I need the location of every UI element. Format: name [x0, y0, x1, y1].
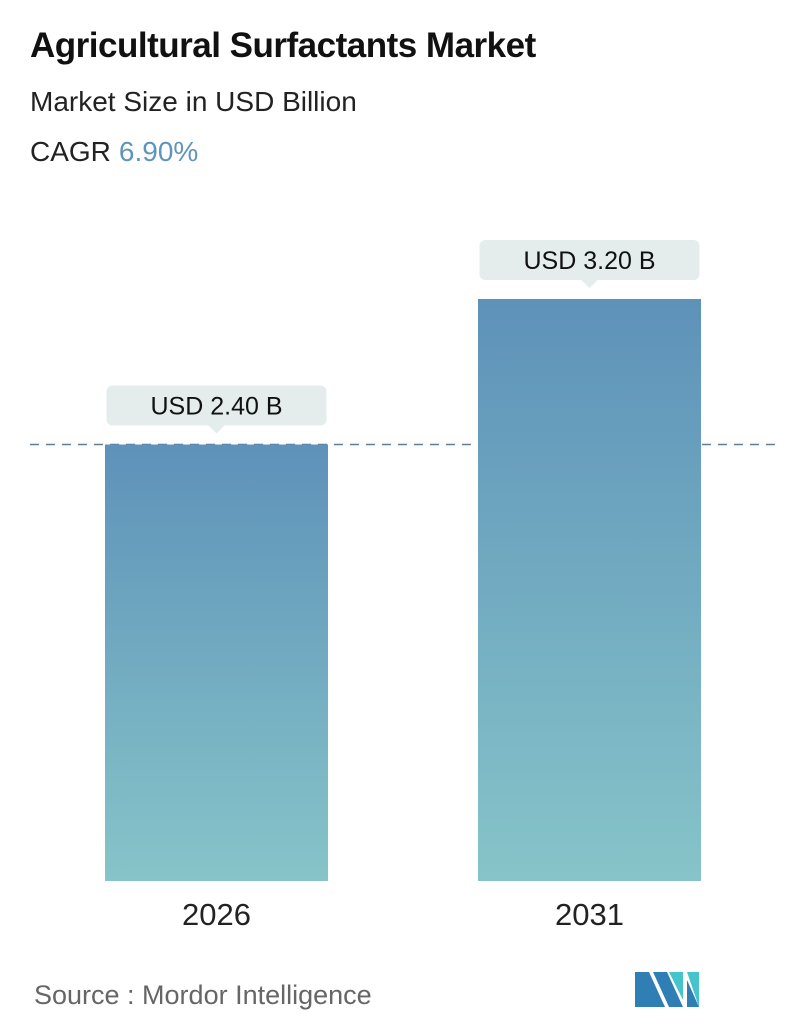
bar-2031: [478, 299, 701, 881]
data-label-pointer: [208, 425, 225, 434]
data-label: USD 3.20 B: [523, 247, 655, 275]
cagr: CAGR 6.90%: [30, 136, 198, 168]
cagr-label: CAGR: [30, 136, 111, 167]
bar-2026: [105, 444, 328, 881]
chart-subtitle: Market Size in USD Billion: [30, 86, 357, 117]
data-label: USD 2.40 B: [150, 393, 282, 421]
data-label-pointer: [581, 280, 598, 288]
x-tick-label: 2026: [182, 897, 251, 932]
mordor-logo: [635, 972, 699, 1007]
source-text: Source : Mordor Intelligence: [34, 980, 372, 1010]
data-label-box: [479, 240, 700, 280]
chart-title: Agricultural Surfactants Market: [30, 26, 536, 65]
x-tick-label: 2031: [555, 897, 624, 932]
data-label-box: [106, 385, 327, 426]
cagr-value: 6.90%: [118, 136, 199, 167]
